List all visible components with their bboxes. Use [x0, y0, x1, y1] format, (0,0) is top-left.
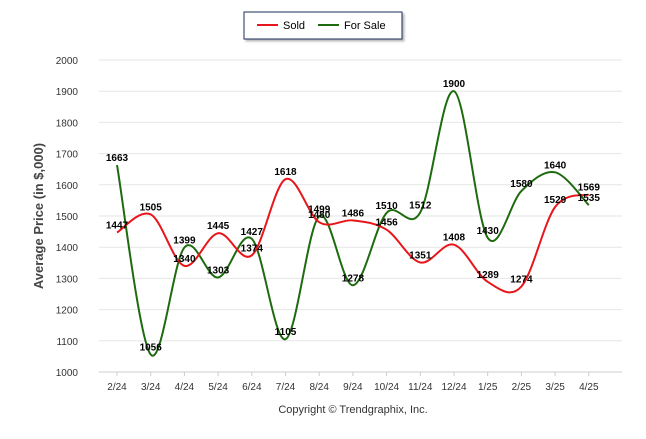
data-label-for-sale: 1499: [308, 204, 331, 215]
x-tick-label: 11/24: [408, 382, 433, 393]
x-tick-label: 5/24: [208, 382, 228, 393]
x-tick-label: 12/24: [441, 382, 466, 393]
x-tick-label: 9/24: [343, 382, 363, 393]
data-label-for-sale: 1510: [375, 201, 398, 212]
copyright-footer: Copyright © Trendgraphix, Inc.: [278, 404, 427, 416]
data-label-sold: 1374: [241, 243, 264, 254]
x-tick-label: 3/24: [141, 382, 161, 393]
data-label-for-sale: 1535: [578, 193, 601, 204]
data-label-for-sale: 1399: [173, 236, 196, 247]
data-label-for-sale: 1900: [443, 79, 466, 90]
data-label-for-sale: 1427: [241, 227, 264, 238]
chart-legend: Sold For Sale: [243, 11, 403, 40]
x-tick-label: 4/25: [579, 382, 599, 393]
data-label-sold: 1274: [510, 275, 533, 286]
data-label-for-sale: 1056: [140, 343, 163, 354]
y-tick-label: 1800: [56, 118, 79, 129]
data-label-sold: 1480: [308, 210, 331, 221]
x-tick-label: 2/24: [107, 382, 127, 393]
data-label-for-sale: 1580: [510, 179, 533, 190]
data-label-sold: 1408: [443, 233, 466, 244]
data-label-sold: 1529: [544, 195, 567, 206]
x-tick-label: 7/24: [276, 382, 296, 393]
data-label-sold: 1618: [274, 167, 297, 178]
x-tick-label: 8/24: [309, 382, 329, 393]
data-label-sold: 1340: [173, 254, 196, 265]
x-tick-label: 2/25: [512, 382, 532, 393]
y-tick-label: 1100: [56, 337, 78, 348]
data-label-sold: 1445: [207, 221, 230, 232]
data-labels: 1447 1505 1340 1445 1374 1618 1480 1486 1456 1351…: [106, 79, 600, 353]
x-axis: 2/24 3/24 4/24 5/24 6/24 7/24 8/24 9/24 10/24 11/…: [99, 371, 622, 393]
data-label-sold: 1351: [409, 250, 432, 261]
y-tick-label: 1300: [56, 274, 79, 285]
y-tick-label: 1700: [56, 150, 79, 161]
series-lines: [116, 90, 590, 357]
legend-sold-label: Sold: [283, 20, 305, 32]
data-label-sold: 1505: [140, 202, 163, 213]
y-tick-label: 1600: [56, 181, 79, 192]
series-line-for-sale: [116, 90, 590, 357]
data-label-sold: 1486: [342, 208, 365, 219]
data-label-for-sale: 1105: [275, 327, 297, 338]
data-label-sold: 1456: [375, 218, 398, 229]
y-axis-title: Average Price (in $,000): [31, 143, 46, 289]
data-label-sold: 1289: [477, 270, 500, 281]
y-tick-label: 1000: [56, 368, 79, 379]
data-label-for-sale: 1303: [207, 265, 230, 276]
data-label-for-sale: 1278: [342, 273, 365, 284]
x-tick-label: 4/24: [175, 382, 195, 393]
x-tick-label: 3/25: [545, 382, 565, 393]
y-tick-label: 2000: [56, 56, 79, 67]
data-label-for-sale: 1512: [409, 200, 432, 211]
y-tick-label: 1500: [56, 212, 79, 223]
data-label-for-sale: 1640: [544, 160, 567, 171]
x-tick-label: 10/24: [374, 382, 399, 393]
series-line-sold: [116, 178, 590, 294]
data-label-for-sale: 1430: [477, 226, 500, 237]
legend-for-sale-label: For Sale: [344, 20, 386, 32]
x-tick-label: 1/25: [478, 382, 498, 393]
y-tick-label: 1400: [56, 243, 79, 254]
x-tick-label: 6/24: [242, 382, 262, 393]
data-label-for-sale: 1663: [106, 153, 129, 164]
y-axis-ticks: 1000 1100 1200 1300 1400 1500 1600 1700 1800 1900…: [56, 56, 79, 379]
y-tick-label: 1900: [56, 87, 79, 98]
data-label-sold: 1569: [578, 182, 601, 193]
y-tick-label: 1200: [56, 306, 79, 317]
data-label-sold: 1447: [106, 221, 129, 232]
